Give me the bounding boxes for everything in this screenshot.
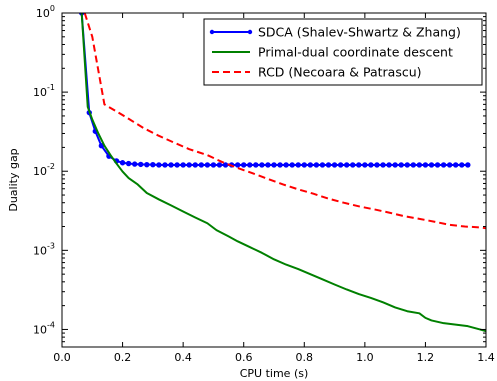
series-1-point — [174, 162, 180, 168]
series-1-point — [428, 162, 435, 168]
series-1-point — [350, 162, 356, 168]
series-1-point — [192, 162, 198, 168]
y-tick-label: 10-2 — [33, 162, 55, 178]
series-1-point — [204, 162, 211, 168]
legend-marker — [247, 29, 253, 35]
x-tick-label: 0.8 — [296, 351, 314, 364]
series-1-point — [380, 162, 386, 168]
series-1-point — [265, 162, 271, 168]
series-1-point — [156, 162, 162, 168]
series-line-2 — [80, 13, 486, 333]
series-1-point — [131, 161, 138, 167]
series-1-point — [343, 162, 350, 168]
series-1-point — [368, 162, 374, 168]
series-1-point — [259, 162, 265, 168]
series-1-point — [125, 160, 132, 167]
series-1-point — [307, 162, 314, 168]
legend-entries: SDCA (Shalev-Shwartz & Zhang) Primal-dual… — [209, 25, 461, 80]
series-1-point — [210, 162, 217, 168]
series-1-point — [289, 162, 295, 168]
series-line-1 — [80, 13, 468, 166]
series-1-point — [144, 161, 150, 168]
x-tick-label: 0.2 — [114, 351, 132, 364]
series-1-point — [331, 162, 338, 168]
series-1-point — [162, 162, 168, 168]
series-1-point — [271, 162, 277, 168]
series-1-point — [198, 162, 205, 168]
series-1-point — [283, 162, 289, 168]
series-1-point — [247, 162, 253, 168]
series-1-point — [234, 162, 241, 168]
series-1-point — [295, 162, 301, 168]
x-tick-label: 0.4 — [174, 351, 192, 364]
series-line-3 — [83, 13, 486, 230]
y-tick-label: 100 — [36, 4, 55, 20]
legend-marker — [209, 29, 215, 35]
series-1-point — [168, 162, 174, 168]
series-1-point — [404, 162, 410, 168]
tick-labels-layer: 0.0 0.2 0.4 0.6 0.8 1.0 1.2 1.4 10-4 10-3 10-2 10-1… — [33, 4, 495, 364]
series-1-point — [453, 162, 459, 168]
x-tick-label: 1.0 — [356, 351, 374, 364]
series-1-point — [119, 160, 126, 166]
x-tick-label: 0.6 — [235, 351, 253, 364]
series-1-point — [465, 162, 471, 168]
series-1-point — [216, 162, 223, 168]
series-1-point — [325, 162, 332, 168]
series-1-point — [356, 162, 362, 168]
series-1-point — [150, 161, 156, 168]
y-tick-label: 10-3 — [33, 241, 55, 257]
series-1-point — [253, 162, 259, 168]
series-1-point — [386, 162, 392, 168]
series-1-point — [222, 162, 229, 168]
series-1-point — [440, 162, 447, 168]
series-1-point — [446, 162, 453, 168]
plot-frame — [61, 12, 487, 348]
series-1-point — [422, 162, 429, 168]
series-1-point — [398, 162, 404, 168]
series-1-point — [434, 162, 441, 168]
series-1-point — [313, 162, 320, 168]
series-1-point — [180, 162, 186, 168]
series-1-point — [362, 162, 368, 168]
series-1-point — [301, 162, 307, 168]
x-tick-label: 0.0 — [53, 351, 71, 364]
series-1-point — [416, 162, 423, 168]
x-tick-label: 1.2 — [417, 351, 435, 364]
y-tick-label: 10-1 — [33, 83, 55, 99]
series-1-point — [319, 162, 326, 168]
series-1-point — [410, 162, 417, 168]
x-axis-label: CPU time (s) — [240, 367, 309, 380]
x-tick-label: 1.4 — [477, 351, 495, 364]
series-1-point — [241, 162, 247, 168]
series-1-point — [186, 162, 192, 168]
series-1-point — [337, 162, 344, 168]
y-tick-label: 10-4 — [33, 320, 55, 336]
y-axis-label: Duality gap — [7, 148, 20, 211]
series-1-point — [459, 162, 465, 168]
series-1-point — [374, 162, 380, 168]
series-1-point — [392, 162, 398, 168]
legend: SDCA (Shalev-Shwartz & Zhang) Primal-dual… — [203, 18, 483, 86]
series-1-point — [138, 161, 144, 168]
legend-label: Primal-dual coordinate descent — [258, 45, 453, 60]
series-layer — [78, 13, 486, 333]
series-1-point — [277, 162, 283, 168]
legend-label: SDCA (Shalev-Shwartz & Zhang) — [258, 25, 461, 40]
legend-label: RCD (Necoara & Patrascu) — [258, 65, 422, 80]
